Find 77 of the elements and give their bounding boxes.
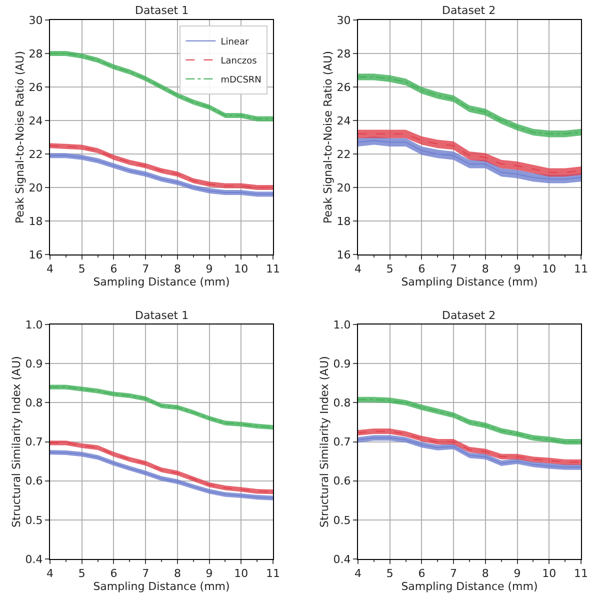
x-tick-label: 5 <box>386 567 394 580</box>
x-tick-label: 6 <box>418 567 426 580</box>
x-axis-title: Sampling Distance (mm) <box>401 276 538 289</box>
y-tick-label: 0.8 <box>333 396 351 410</box>
x-tick-label: 11 <box>266 567 280 580</box>
x-tick-label: 7 <box>450 567 458 580</box>
legend-label: Lanczos <box>220 56 258 66</box>
y-tick-label: 26 <box>28 80 43 94</box>
x-tick-label: 11 <box>574 262 588 276</box>
x-tick-label: 8 <box>482 262 489 276</box>
y-tick-label: 0.9 <box>333 357 351 370</box>
y-tick-label: 26 <box>336 80 351 94</box>
legend-label: Linear <box>220 37 249 48</box>
x-tick-label: 8 <box>482 567 489 580</box>
y-tick-label: 0.9 <box>25 357 43 370</box>
y-tick-label: 0.5 <box>333 514 351 527</box>
x-tick-label: 5 <box>386 262 394 276</box>
x-tick-label: 7 <box>142 567 150 580</box>
x-tick-label: 10 <box>542 262 556 276</box>
x-tick-label: 11 <box>266 262 280 276</box>
y-tick-label: 20 <box>336 181 351 194</box>
y-tick-label: 0.7 <box>333 436 351 449</box>
x-axis-title: Sampling Distance (mm) <box>401 580 538 594</box>
y-tick-label: 1.0 <box>25 318 43 332</box>
y-axis-title: Peak Signal-to-Noise Ratio (AU) <box>13 50 26 224</box>
x-tick-label: 5 <box>78 567 86 580</box>
x-axis-title: Sampling Distance (mm) <box>93 580 230 594</box>
y-tick-label: 16 <box>336 248 351 262</box>
x-tick-label: 8 <box>174 567 181 580</box>
chart-title: Dataset 1 <box>135 309 189 322</box>
chart-title: Dataset 2 <box>442 309 496 322</box>
y-tick-label: 22 <box>28 148 43 161</box>
x-tick-label: 6 <box>418 262 426 276</box>
x-tick-label: 6 <box>110 567 118 580</box>
x-tick-label: 7 <box>450 262 458 276</box>
chart-title: Dataset 1 <box>135 4 189 17</box>
x-tick-label: 9 <box>206 567 213 580</box>
x-tick-label: 4 <box>354 567 362 580</box>
x-axis-title: Sampling Distance (mm) <box>93 276 230 289</box>
y-tick-label: 0.8 <box>25 396 43 410</box>
x-tick-label: 8 <box>174 262 181 276</box>
y-axis-title: Structural Similarity Index (AU) <box>10 356 23 528</box>
x-tick-label: 10 <box>234 567 248 580</box>
y-axis-title: Structural Similarity Index (AU) <box>318 356 331 528</box>
y-tick-label: 30 <box>28 14 43 27</box>
x-tick-label: 10 <box>542 567 556 580</box>
y-tick-label: 0.4 <box>333 552 351 566</box>
x-tick-label: 9 <box>206 262 213 276</box>
x-tick-label: 7 <box>142 262 150 276</box>
y-tick-label: 16 <box>28 248 43 262</box>
y-tick-label: 0.7 <box>25 436 43 449</box>
y-tick-label: 0.4 <box>25 552 43 566</box>
x-tick-label: 5 <box>78 262 86 276</box>
y-tick-label: 1.0 <box>333 318 351 332</box>
x-tick-label: 4 <box>46 262 54 276</box>
y-tick-label: 18 <box>336 214 351 228</box>
y-tick-label: 18 <box>28 214 43 228</box>
y-tick-label: 0.6 <box>333 474 351 488</box>
y-tick-label: 22 <box>336 148 351 161</box>
y-axis-title: Peak Signal-to-Noise Ratio (AU) <box>321 50 334 224</box>
x-tick-label: 4 <box>46 567 54 580</box>
x-tick-label: 9 <box>514 262 521 276</box>
x-tick-label: 10 <box>234 262 248 276</box>
x-tick-label: 6 <box>110 262 118 276</box>
x-tick-label: 11 <box>574 567 588 580</box>
x-tick-label: 9 <box>514 567 521 580</box>
y-tick-label: 24 <box>336 114 351 128</box>
y-tick-label: 30 <box>336 14 351 27</box>
y-tick-label: 0.6 <box>25 474 43 488</box>
y-tick-label: 0.5 <box>25 514 43 527</box>
y-tick-label: 24 <box>28 114 43 128</box>
legend-label: mDCSRN <box>220 75 262 86</box>
y-tick-label: 28 <box>336 47 351 60</box>
y-tick-label: 28 <box>28 47 43 60</box>
chart-title: Dataset 2 <box>442 4 496 17</box>
y-tick-label: 20 <box>28 181 43 194</box>
x-tick-label: 4 <box>354 262 362 276</box>
